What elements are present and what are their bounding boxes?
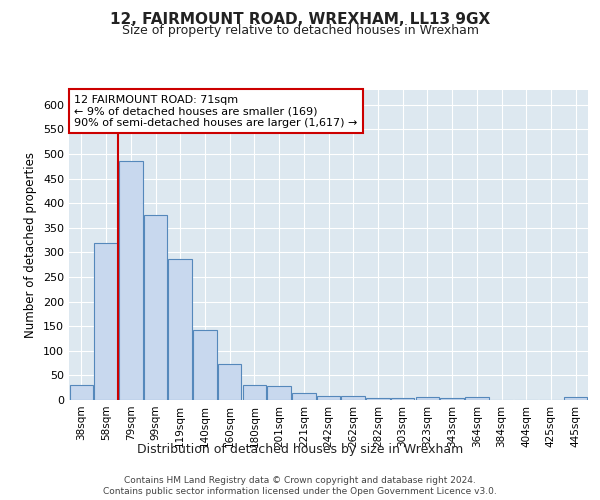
Bar bbox=[416, 397, 439, 400]
Bar bbox=[292, 393, 316, 400]
Text: Size of property relative to detached houses in Wrexham: Size of property relative to detached ho… bbox=[121, 24, 479, 37]
Bar bbox=[242, 385, 266, 400]
Text: Contains public sector information licensed under the Open Government Licence v3: Contains public sector information licen… bbox=[103, 487, 497, 496]
Bar bbox=[366, 398, 389, 400]
Bar bbox=[465, 397, 488, 400]
Bar bbox=[144, 216, 167, 400]
Bar bbox=[119, 162, 143, 400]
Bar bbox=[169, 259, 192, 400]
Text: 12, FAIRMOUNT ROAD, WREXHAM, LL13 9GX: 12, FAIRMOUNT ROAD, WREXHAM, LL13 9GX bbox=[110, 12, 490, 28]
Text: Distribution of detached houses by size in Wrexham: Distribution of detached houses by size … bbox=[137, 442, 463, 456]
Text: Contains HM Land Registry data © Crown copyright and database right 2024.: Contains HM Land Registry data © Crown c… bbox=[124, 476, 476, 485]
Bar bbox=[268, 386, 291, 400]
Bar bbox=[317, 396, 340, 400]
Y-axis label: Number of detached properties: Number of detached properties bbox=[25, 152, 37, 338]
Bar bbox=[218, 364, 241, 400]
Bar bbox=[564, 397, 587, 400]
Bar bbox=[341, 396, 365, 400]
Text: 12 FAIRMOUNT ROAD: 71sqm
← 9% of detached houses are smaller (169)
90% of semi-d: 12 FAIRMOUNT ROAD: 71sqm ← 9% of detache… bbox=[74, 94, 358, 128]
Bar bbox=[70, 385, 93, 400]
Bar bbox=[94, 242, 118, 400]
Bar bbox=[193, 330, 217, 400]
Bar bbox=[440, 398, 464, 400]
Bar bbox=[391, 398, 415, 400]
